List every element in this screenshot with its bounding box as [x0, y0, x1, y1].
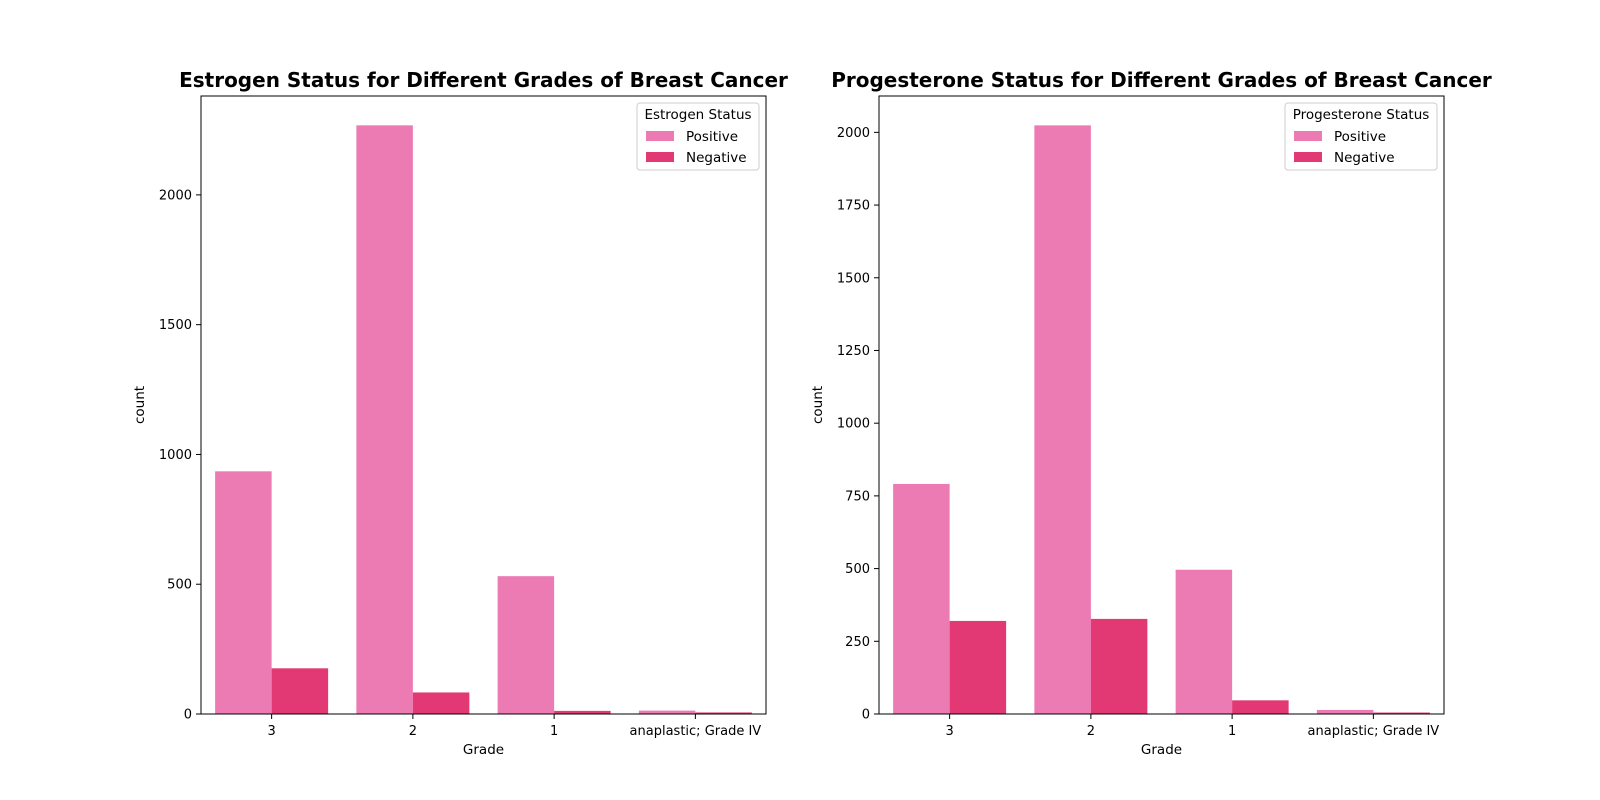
chart-1-bar-positive-3 [497, 576, 555, 714]
chart-2-bar-negative-4 [1373, 712, 1430, 714]
chart-2-axes-frame [878, 95, 1445, 715]
chart-1-ytick-label: 0 [184, 708, 192, 723]
chart-1: 0 500 1000 1500 2000 3 2 1 anaplastic; Grade IV E… [132, 68, 788, 758]
chart-1-ytick-label: 1500 [159, 318, 192, 333]
chart-2-ytick-label: 2000 [837, 126, 870, 141]
chart-2-xtick-label: anaplastic; Grade IV [1308, 724, 1440, 739]
chart-2-bar-positive-4 [1316, 709, 1374, 714]
chart-2-xlabel: Grade [1141, 742, 1182, 758]
chart-1-bar-negative-3 [554, 710, 611, 714]
chart-2-bar-positive-1 [893, 483, 950, 714]
chart-1-xtick-label: 1 [550, 724, 558, 739]
chart-1-bar-negative-4 [695, 712, 752, 714]
chart-2-legend-title: Progesterone Status [1293, 107, 1430, 123]
chart-2-xtick-label: 1 [1228, 724, 1236, 739]
chart-2-title: Progesterone Status for Different Grades… [831, 68, 1492, 92]
chart-2-ytick-label: 1000 [837, 417, 870, 432]
chart-2-legend-label-positive: Positive [1334, 129, 1386, 145]
chart-1-xlabel: Grade [463, 742, 504, 758]
chart-1-legend-swatch-positive [646, 131, 674, 141]
chart-2-ytick-label: 500 [845, 562, 870, 577]
chart-1-xtick-label: anaplastic; Grade IV [630, 724, 762, 739]
chart-1-axes-frame [200, 95, 767, 715]
chart-2-xtick-label: 3 [945, 724, 953, 739]
chart-1-bar-negative-1 [271, 668, 329, 714]
chart-2-ytick-label: 0 [862, 708, 870, 723]
chart-2-legend-swatch-negative [1294, 152, 1322, 162]
chart-1-bar-positive-4 [638, 710, 696, 714]
chart-1-legend-title: Estrogen Status [644, 107, 751, 123]
chart-1-ytick-label: 2000 [159, 188, 192, 203]
chart-2-ytick-label: 1500 [837, 271, 870, 286]
chart-2-bar-negative-3 [1232, 700, 1289, 714]
chart-1-bar-positive-2 [356, 125, 413, 714]
chart-2-xtick-label: 2 [1087, 724, 1095, 739]
chart-1-xtick-label: 2 [409, 724, 417, 739]
chart-1-bar-negative-2 [412, 692, 470, 714]
chart-2-bar-negative-2 [1090, 618, 1148, 714]
chart-2-ytick-label: 1250 [837, 344, 870, 359]
chart-2-bar-negative-1 [949, 620, 1007, 714]
chart-2: 0 250 500 750 1000 1250 1500 1750 2000 3 2 1 anaplas… [810, 68, 1492, 758]
chart-2-ylabel: count [810, 386, 826, 424]
chart-1-legend: Estrogen Status Positive Negative [636, 102, 760, 171]
chart-2-legend-swatch-positive [1294, 131, 1322, 141]
chart-1-bar-positive-1 [215, 471, 272, 714]
chart-2-legend-box [1284, 102, 1438, 171]
chart-2-bar-positive-2 [1034, 125, 1091, 715]
chart-1-legend-swatch-negative [646, 152, 674, 162]
chart-2-legend-label-negative: Negative [1334, 150, 1395, 166]
chart-2-bar-positive-3 [1175, 569, 1233, 714]
chart-1-ytick-label: 1000 [159, 448, 192, 463]
chart-1-legend-label-negative: Negative [686, 150, 747, 166]
chart-1-title: Estrogen Status for Different Grades of … [179, 68, 788, 92]
chart-2-legend: Progesterone Status Positive Negative [1284, 102, 1438, 171]
chart-1-legend-label-positive: Positive [686, 129, 738, 145]
chart-1-ytick-label: 500 [167, 578, 192, 593]
chart-1-xtick-label: 3 [267, 724, 275, 739]
chart-2-ytick-label: 750 [845, 489, 870, 504]
chart-2-ytick-label: 1750 [837, 199, 870, 214]
chart-1-ylabel: count [132, 386, 148, 424]
chart-2-ytick-label: 250 [845, 635, 870, 650]
